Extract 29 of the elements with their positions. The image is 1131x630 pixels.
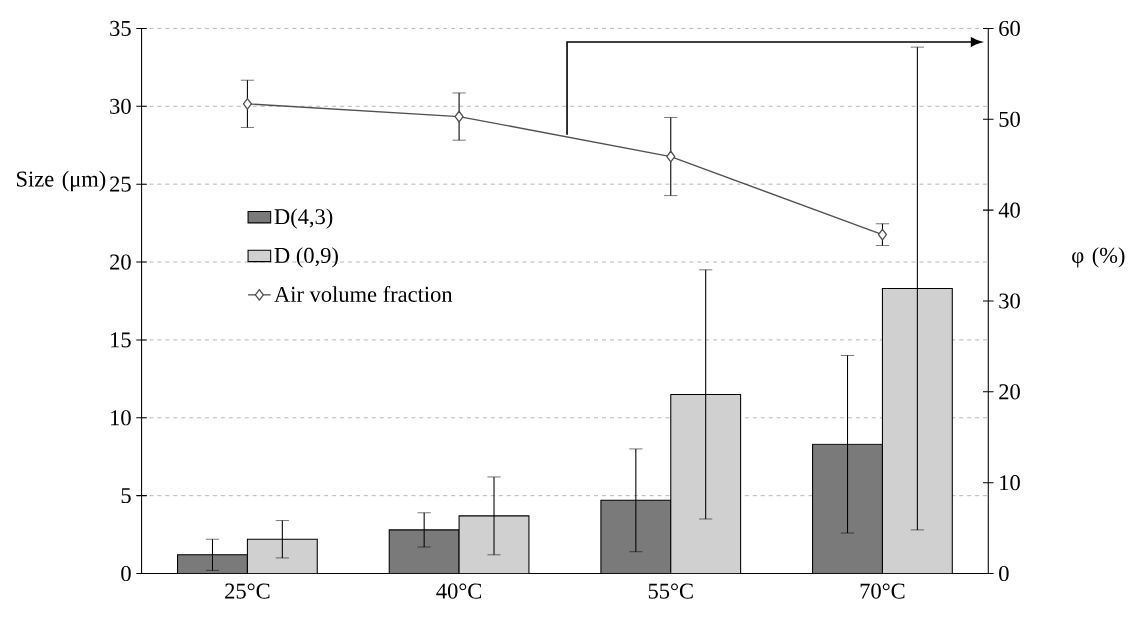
y2-axis-title: φ (%) (1072, 247, 1125, 268)
y2-tick-label: 0 (999, 566, 1009, 582)
y-tick-label: 0 (121, 566, 131, 582)
y2-tick-label: 60 (999, 20, 1020, 37)
point (877, 228, 888, 241)
y2-tick-label: 10 (1000, 475, 1020, 491)
y-tick-label: 10 (111, 410, 131, 426)
y-tick-label: 5 (121, 488, 131, 504)
y2-tick-label: 30 (999, 293, 1020, 309)
point (666, 150, 676, 163)
legend-label: Air volume fraction (274, 286, 453, 303)
y-tick-label: 15 (111, 332, 131, 348)
x-tick-label: 70°C (860, 583, 905, 599)
x-tick-label: 25°C (225, 583, 270, 599)
y-tick-label: 30 (110, 98, 131, 115)
y2-tick-label: 20 (999, 384, 1020, 400)
y2-tick-label: 50 (999, 111, 1020, 128)
legend-label: D (0,9) (274, 247, 338, 268)
legend-label: D(4,3) (274, 208, 333, 229)
bar (247, 539, 318, 574)
point (454, 110, 464, 123)
x-tick-label: 40°C (436, 583, 482, 599)
x-tick-label: 55°C (648, 583, 693, 599)
y-tick-label: 35 (110, 21, 131, 37)
y-axis-title: Size (μm) (17, 170, 106, 192)
y2-tick-label: 40 (998, 202, 1020, 218)
point (242, 98, 253, 110)
y-tick-label: 25 (110, 176, 131, 192)
y-tick-label: 20 (110, 254, 131, 270)
